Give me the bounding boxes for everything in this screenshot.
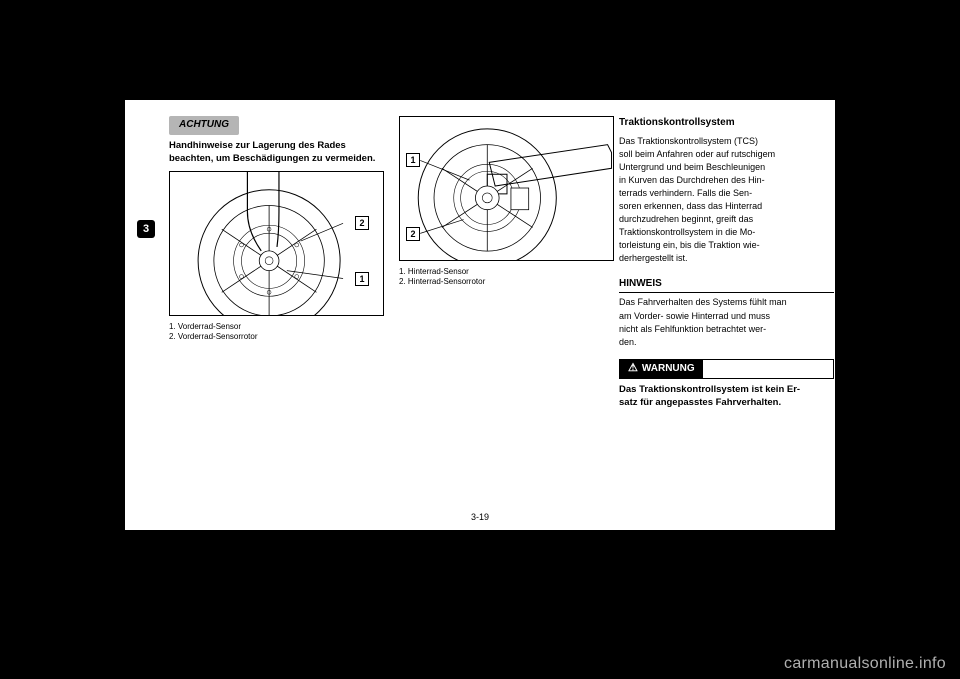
figure-rear-legend: 1. Hinterrad-Sensor 2. Hinterrad-Sensorr…: [399, 267, 614, 288]
column-1: ACHTUNG Handhinweise zur Lagerung des Ra…: [169, 116, 384, 351]
warning-triangle-icon: ⚠: [628, 363, 638, 374]
tcs-heading: Traktionskontrollsystem: [619, 116, 834, 131]
figure-rear-wheel: 1 2: [399, 116, 614, 261]
hinweis-text: Das Fahrverhalten des Systems fühlt man …: [619, 296, 834, 348]
hinweis-heading: HINWEIS: [619, 277, 834, 294]
callout-front-2: 2: [355, 216, 369, 230]
warnung-label: WARNUNG: [642, 362, 695, 377]
warnung-fill: [703, 360, 833, 379]
achtung-text: Handhinweise zur Lagerung des Rades beac…: [169, 139, 384, 166]
achtung-badge: ACHTUNG: [169, 116, 239, 135]
warnung-row: ⚠ WARNUNG: [619, 359, 834, 380]
tcs-body: Das Traktionskontrollsystem (TCS) soll b…: [619, 135, 834, 265]
figure-front-legend: 1. Vorderrad-Sensor 2. Vorderrad-Sensorr…: [169, 322, 384, 343]
figure-front-wheel: 2 1: [169, 171, 384, 316]
chapter-tab: 3: [137, 220, 155, 238]
column-3: Traktionskontrollsystem Das Traktionskon…: [619, 116, 834, 410]
warnung-badge: ⚠ WARNUNG: [620, 360, 703, 379]
column-2: 1 2 1. Hinterrad-Sensor 2. Hinterrad-Sen…: [399, 116, 614, 296]
warnung-text: Das Traktionskontrollsystem ist kein Er-…: [619, 383, 834, 410]
page-number: 3-19: [125, 512, 835, 522]
callout-rear-1: 1: [406, 153, 420, 167]
callout-rear-2: 2: [406, 227, 420, 241]
watermark: carmanualsonline.info: [784, 655, 946, 673]
callout-front-1: 1: [355, 272, 369, 286]
manual-page: 3 ACHTUNG Handhinweise zur Lagerung des …: [125, 100, 835, 530]
